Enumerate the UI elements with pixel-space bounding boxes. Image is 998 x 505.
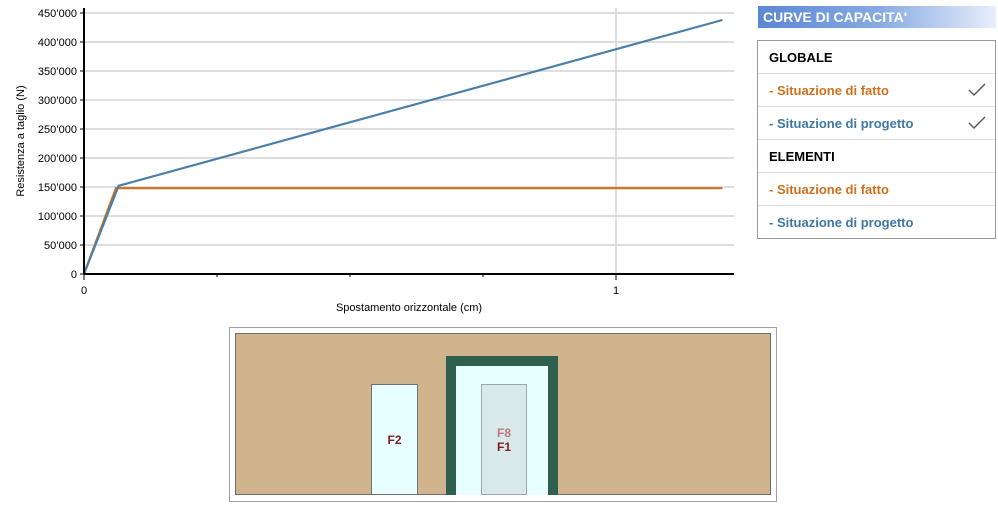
globale-fatto-label: - Situazione di fatto [769, 82, 889, 98]
y-tick-label: 200’000 [38, 153, 77, 165]
series-situazione-di-progetto [82, 18, 723, 275]
curves-panel: GLOBALE - Situazione di fatto - Situazio… [757, 40, 996, 239]
opening-f8-f1[interactable]: F8 F1 [481, 384, 527, 495]
capacity-curves-header: CURVE DI CAPACITA' [758, 6, 996, 28]
checkmark-icon [968, 116, 986, 129]
y-tick-label: 450’000 [38, 8, 77, 20]
elementi-situazione-di-progetto[interactable]: - Situazione di progetto [758, 206, 995, 239]
opening-f2-label: F2 [387, 432, 402, 447]
checkmark-icon [968, 83, 986, 96]
section-globale-label: GLOBALE [769, 49, 833, 65]
y-tick-label: 400’000 [38, 37, 77, 49]
y-tick-label: 350’000 [38, 66, 77, 78]
y-tick-label: 300’000 [38, 95, 77, 107]
globale-progetto-label: - Situazione di progetto [769, 115, 914, 131]
y-tick-label: 100’000 [38, 211, 77, 223]
y-tick-label: 50’000 [44, 240, 77, 252]
x-axis-title: Spostamento orizzontale (cm) [336, 302, 482, 314]
y-tick-label: 0 [71, 269, 77, 281]
chart-lines [82, 18, 723, 275]
y-tick-label: 150’000 [38, 182, 77, 194]
elementi-progetto-label: - Situazione di progetto [769, 215, 914, 230]
section-elementi-label: ELEMENTI [769, 148, 835, 164]
x-tick-label: 0 [81, 285, 87, 297]
globale-situazione-di-progetto[interactable]: - Situazione di progetto [758, 107, 995, 140]
chart-grid [84, 8, 734, 274]
opening-f2[interactable]: F2 [371, 384, 418, 495]
section-elementi: ELEMENTI [758, 140, 995, 173]
elementi-situazione-di-fatto[interactable]: - Situazione di fatto [758, 173, 995, 206]
x-tick-label: 1 [613, 285, 619, 297]
opening-f1-label: F1 [496, 439, 511, 454]
capacity-chart: 0 50’000 100’000 150’000 200’000 250’000 300’0… [15, 8, 734, 314]
elementi-fatto-label: - Situazione di fatto [769, 181, 889, 197]
y-tick-label: 250’000 [38, 124, 77, 136]
opening-f8-label: F8 [496, 425, 511, 440]
section-globale: GLOBALE [758, 41, 995, 74]
y-axis-title: Resistenza a taglio (N) [15, 85, 27, 196]
globale-situazione-di-fatto[interactable]: - Situazione di fatto [758, 74, 995, 107]
series-situazione-di-fatto [82, 187, 723, 275]
chart-ticks: 0 50’000 100’000 150’000 200’000 250’000 300’0… [38, 8, 619, 297]
